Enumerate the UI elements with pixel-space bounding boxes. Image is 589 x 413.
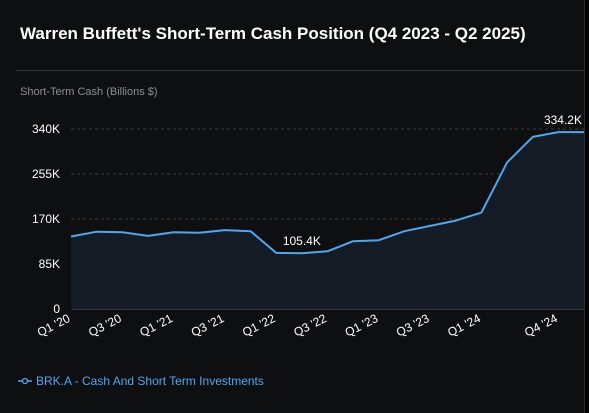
x-tick-layer: Q1 '20 Q3 '20 Q1 '21 Q3 '21 Q1 '22 Q3 '22 Q1 '… bbox=[35, 311, 560, 340]
annotation-layer: 105.4K 334.2K bbox=[283, 113, 582, 248]
y-tick-label: 85K bbox=[39, 257, 60, 271]
title-divider bbox=[16, 70, 584, 71]
x-tick-label: Q1 '24 bbox=[445, 311, 483, 340]
series-area bbox=[71, 132, 584, 309]
series-line bbox=[70, 131, 584, 255]
y-tick-label: 0 bbox=[53, 302, 60, 316]
y-axis-label: Short-Term Cash (Billions $) bbox=[20, 86, 158, 98]
outer-edge bbox=[585, 0, 589, 413]
y-tick-label: 170K bbox=[32, 212, 60, 226]
chart-title: Warren Buffett's Short-Term Cash Positio… bbox=[20, 24, 526, 43]
legend[interactable]: BRK.A - Cash And Short Term Investments bbox=[18, 374, 264, 388]
legend-label: BRK.A - Cash And Short Term Investments bbox=[36, 374, 264, 388]
x-tick-label: Q3 '20 bbox=[86, 311, 124, 340]
x-tick-label: Q1 '23 bbox=[343, 311, 381, 340]
area-layer bbox=[71, 132, 584, 309]
x-tick-label: Q3 '21 bbox=[189, 311, 227, 340]
y-tick-label: 340K bbox=[32, 122, 60, 136]
x-tick-label: Q3 '23 bbox=[394, 311, 432, 340]
y-tick-label: 255K bbox=[32, 167, 60, 181]
x-tick-label: Q4 '24 bbox=[522, 311, 560, 340]
data-label: 334.2K bbox=[544, 113, 582, 127]
x-tick-label: Q1 '22 bbox=[240, 311, 278, 340]
legend-line-marker-icon bbox=[18, 377, 32, 385]
x-tick-label: Q1 '21 bbox=[137, 311, 175, 340]
y-tick-layer: 0 85K 170K 255K 340K bbox=[32, 122, 60, 316]
line-layer bbox=[70, 131, 584, 255]
data-label: 105.4K bbox=[283, 234, 321, 248]
x-tick-label: Q3 '22 bbox=[291, 311, 329, 340]
